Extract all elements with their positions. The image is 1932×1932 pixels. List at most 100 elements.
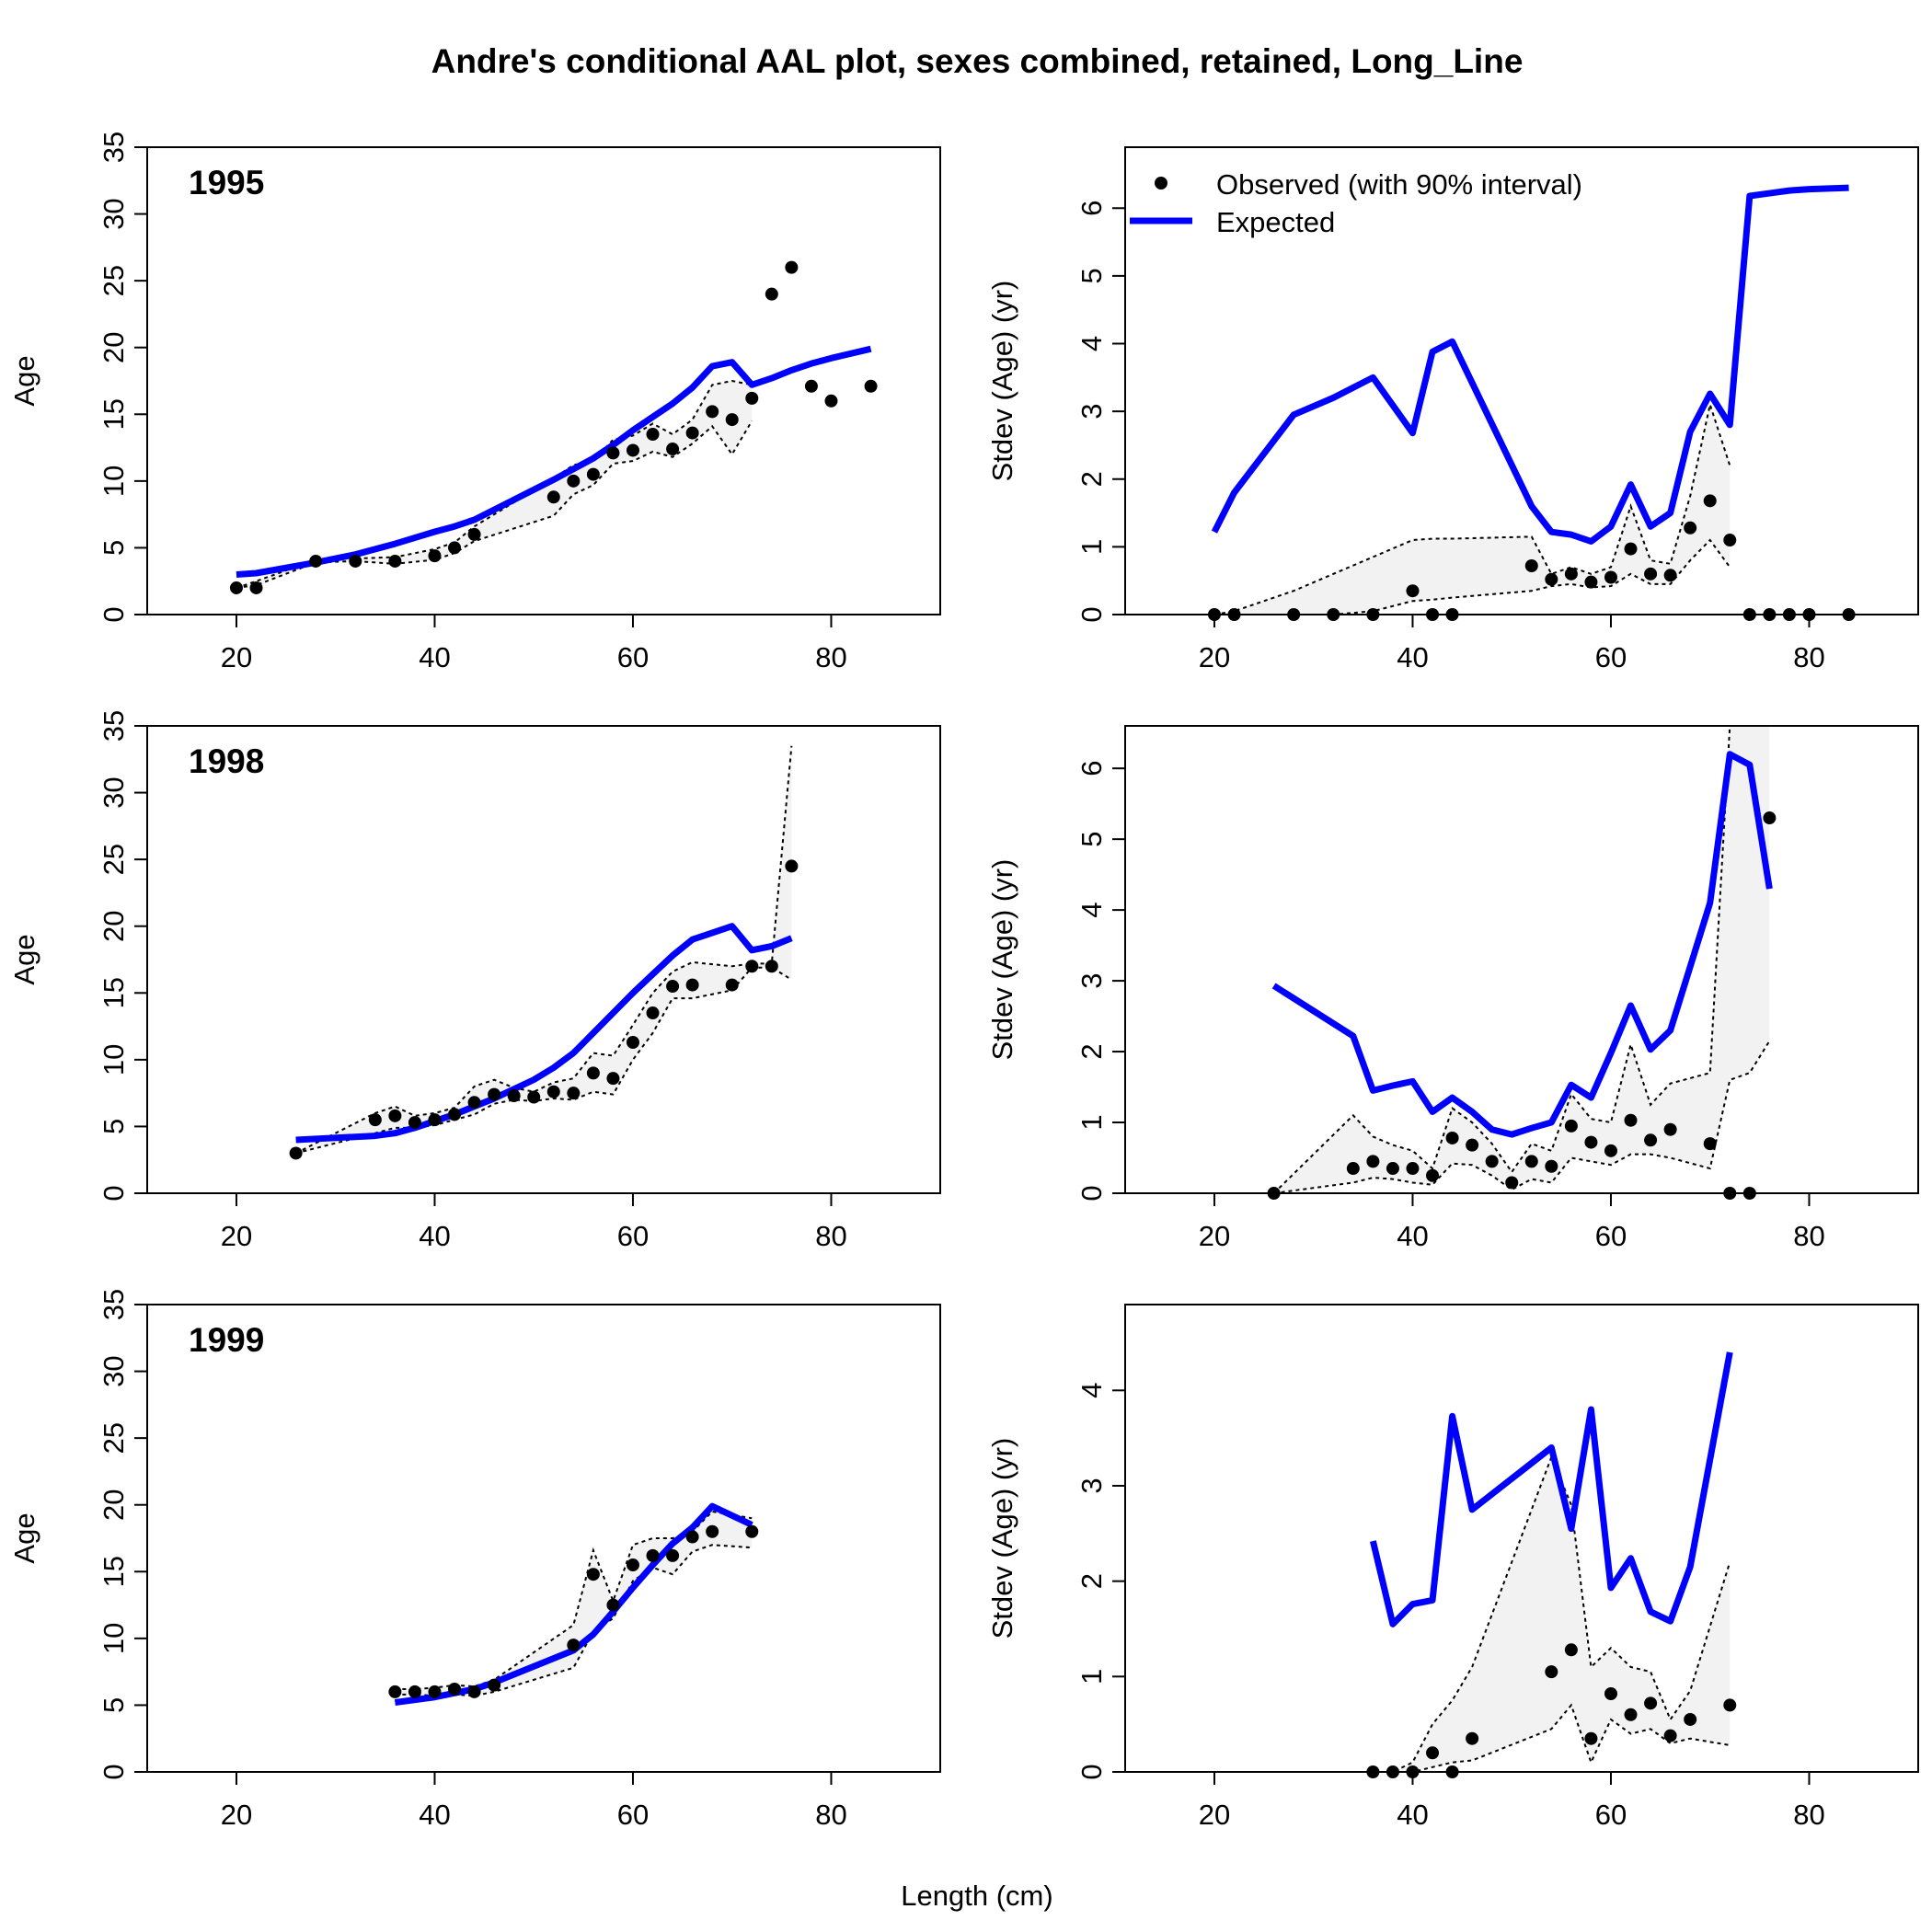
observed-point <box>1346 1162 1360 1176</box>
observed-point <box>388 1685 402 1698</box>
y-tick-label: 1 <box>1075 539 1108 555</box>
y-tick-label: 1 <box>1075 1114 1108 1130</box>
observed-point <box>567 1087 581 1100</box>
y-tick-label: 3 <box>1075 404 1108 420</box>
y-tick-label: 30 <box>98 198 130 229</box>
observed-point <box>349 554 362 568</box>
y-tick-label: 0 <box>98 1764 130 1779</box>
x-tick-label: 80 <box>1793 1220 1824 1252</box>
observed-point <box>745 960 759 973</box>
x-tick-label: 20 <box>1199 1799 1230 1831</box>
observed-point <box>626 1558 639 1572</box>
y-tick-label: 1 <box>1075 1669 1108 1685</box>
interval-lower-line <box>295 966 792 1155</box>
legend-expected-label: Expected <box>1216 206 1335 238</box>
expected-line <box>236 345 872 578</box>
observed-point <box>586 1066 600 1080</box>
observed-point <box>646 1548 660 1562</box>
x-tick-label: 20 <box>1199 1220 1230 1252</box>
interval-upper-line <box>295 745 793 1155</box>
y-tick-label: 30 <box>98 1355 130 1386</box>
observed-point <box>824 394 838 408</box>
plot-area <box>394 1502 753 1706</box>
observed-point <box>1466 1731 1479 1745</box>
y-tick-label: 15 <box>98 1556 130 1587</box>
observed-point <box>1703 1137 1717 1151</box>
observed-point <box>567 1639 581 1652</box>
expected-line <box>295 923 793 1144</box>
observed-point <box>785 859 799 873</box>
observed-point <box>1545 1159 1558 1173</box>
interval-band <box>1273 726 1770 1193</box>
observed-point <box>725 978 739 992</box>
plot-frame <box>146 725 941 1194</box>
observed-point <box>666 443 680 456</box>
observed-point <box>1624 542 1638 556</box>
observed-point <box>1604 570 1617 584</box>
observed-point <box>626 443 639 457</box>
panel-2: 20 40 60 80 0 1 2 3 4 5 6 Stdev (Age) (yr) <box>986 146 1919 673</box>
x-axis-label: Length (cm) <box>901 1880 1052 1912</box>
observed-point <box>1604 1144 1617 1157</box>
observed-point <box>467 527 481 541</box>
y-tick-label: 2 <box>1075 1573 1108 1589</box>
observed-point <box>428 549 442 563</box>
plot-area <box>1211 184 1849 615</box>
observed-point <box>1485 1155 1499 1168</box>
y-tick-label: 25 <box>98 265 130 296</box>
observed-point <box>804 379 818 393</box>
x-tick-label: 40 <box>419 641 450 673</box>
y-tick-label: 0 <box>98 1185 130 1201</box>
year-label: 1999 <box>189 1321 264 1359</box>
y-tick-label: 15 <box>98 398 130 430</box>
plot-area <box>236 345 872 589</box>
x-tick-label: 60 <box>1595 641 1627 673</box>
observed-point <box>685 1530 699 1544</box>
x-tick-label: 40 <box>1397 1799 1428 1831</box>
year-label: 1998 <box>189 742 264 780</box>
observed-point <box>1505 1176 1519 1190</box>
y-axis-label: Age <box>8 934 40 984</box>
y-tick-label: 10 <box>98 466 130 497</box>
observed-point <box>467 1096 481 1110</box>
y-tick-label: 35 <box>98 132 130 163</box>
observed-point <box>1644 567 1658 581</box>
observed-point <box>1445 1131 1459 1144</box>
x-tick-label: 20 <box>221 641 252 673</box>
x-tick-label: 40 <box>419 1799 450 1831</box>
x-tick-label: 40 <box>419 1220 450 1252</box>
observed-point <box>586 1568 600 1581</box>
panel-4: 20 40 60 80 0 1 2 3 4 5 6 Stdev (Age) (yr) <box>986 725 1919 1252</box>
figure-title: Andre's conditional AAL plot, sexes comb… <box>431 42 1524 80</box>
y-tick-label: 6 <box>1075 201 1108 216</box>
observed-point <box>1584 1135 1598 1149</box>
y-tick-label: 5 <box>98 1119 130 1134</box>
observed-point <box>488 1678 501 1692</box>
observed-point <box>546 1085 560 1098</box>
x-tick-label: 80 <box>815 1220 846 1252</box>
observed-point <box>1604 1686 1617 1700</box>
x-tick-label: 80 <box>1793 641 1824 673</box>
observed-point <box>309 554 323 568</box>
expected-line <box>1369 1351 1733 1627</box>
y-tick-label: 5 <box>1075 268 1108 283</box>
observed-point <box>249 581 263 594</box>
y-tick-label: 30 <box>98 776 130 808</box>
x-tick-label: 60 <box>1595 1799 1627 1831</box>
interval-lower-line <box>1373 1703 1731 1772</box>
observed-point <box>685 978 699 992</box>
interval-band <box>1373 1456 1731 1772</box>
y-tick-label: 2 <box>1075 471 1108 487</box>
plot-frame <box>146 1304 941 1773</box>
x-tick-label: 60 <box>1595 1220 1627 1252</box>
y-tick-label: 0 <box>98 606 130 622</box>
observed-point <box>1406 584 1420 598</box>
y-tick-label: 4 <box>1075 902 1108 917</box>
y-tick-label: 2 <box>1075 1043 1108 1059</box>
observed-point <box>1564 1119 1578 1133</box>
y-tick-label: 15 <box>98 977 130 1008</box>
y-tick-label: 10 <box>98 1623 130 1654</box>
x-tick-label: 60 <box>617 1220 649 1252</box>
y-tick-label: 4 <box>1075 1383 1108 1398</box>
